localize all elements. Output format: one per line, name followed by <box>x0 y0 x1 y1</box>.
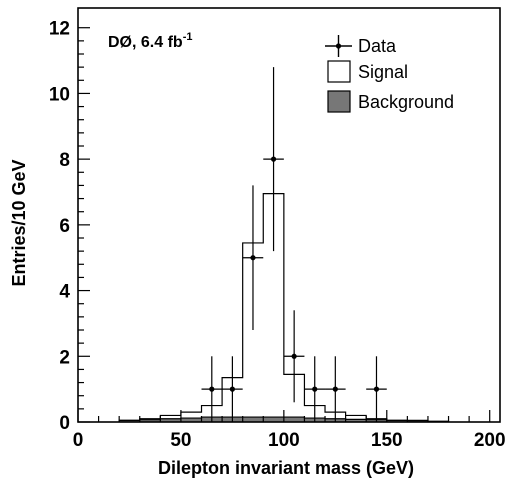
data-point <box>283 310 305 403</box>
data-point-marker <box>270 156 277 162</box>
data-point <box>304 356 326 422</box>
data-point-marker <box>332 386 338 392</box>
data-point-marker <box>209 386 215 392</box>
data-point <box>242 185 264 330</box>
legend-background-label: Background <box>358 92 454 112</box>
data-point-marker <box>373 386 380 392</box>
data-point <box>325 356 346 422</box>
data-point-marker <box>312 386 318 392</box>
background-bar <box>386 420 408 422</box>
legend: Data Signal Background <box>325 35 454 113</box>
background-bar <box>242 417 264 422</box>
annotation-main: DØ, 6.4 fb <box>108 34 183 51</box>
legend-background-swatch <box>327 90 351 113</box>
x-tick-label: 100 <box>268 430 300 451</box>
background-bar <box>345 419 367 422</box>
plot-frame <box>77 7 501 423</box>
background-bar <box>180 418 202 422</box>
histogram-layer <box>118 193 450 422</box>
y-tick-label: 10 <box>49 84 70 105</box>
legend-data-marker <box>335 43 342 49</box>
data-point <box>201 356 223 422</box>
data-point <box>366 356 387 422</box>
background-bar <box>160 418 181 422</box>
background-bar <box>139 419 161 422</box>
y-tick-label: 8 <box>59 150 70 171</box>
axis-ticks <box>77 27 491 423</box>
x-tick-label: 150 <box>371 430 403 451</box>
data-point <box>263 67 284 252</box>
legend-signal-label: Signal <box>358 62 408 82</box>
legend-data-label: Data <box>358 36 397 56</box>
y-tick-label: 6 <box>59 216 70 237</box>
experiment-annotation: DØ, 6.4 fb-1 <box>108 31 192 51</box>
x-axis-title: Dilepton invariant mass (GeV) <box>158 458 414 478</box>
signal-bar <box>345 415 367 422</box>
data-point-marker <box>229 386 235 392</box>
legend-item-background: Background <box>327 90 454 113</box>
data-point-marker <box>250 255 256 261</box>
x-tick-label: 200 <box>474 430 506 451</box>
legend-item-data: Data <box>325 35 397 57</box>
data-points-layer <box>201 67 387 422</box>
annotation-superscript: -1 <box>183 31 193 43</box>
axis-tick-labels: 0 50 100 150 200 0 2 4 6 8 10 12 <box>49 19 506 451</box>
x-tick-label: 50 <box>170 430 191 451</box>
background-bar <box>283 417 305 422</box>
y-tick-label: 0 <box>59 413 70 434</box>
signal-bar <box>180 412 202 422</box>
x-tick-label: 0 <box>73 430 84 451</box>
y-tick-label: 12 <box>49 19 70 40</box>
legend-signal-swatch <box>327 60 351 83</box>
data-point-marker <box>291 353 297 359</box>
y-tick-label: 2 <box>59 347 70 368</box>
legend-item-signal: Signal <box>327 60 408 83</box>
background-bar <box>263 417 284 422</box>
y-axis-title: Entries/10 GeV <box>9 159 29 286</box>
signal-bar <box>242 242 264 422</box>
y-tick-label: 4 <box>59 282 70 303</box>
signal-bar <box>263 193 284 422</box>
data-point <box>222 356 243 422</box>
background-bar <box>119 420 140 422</box>
